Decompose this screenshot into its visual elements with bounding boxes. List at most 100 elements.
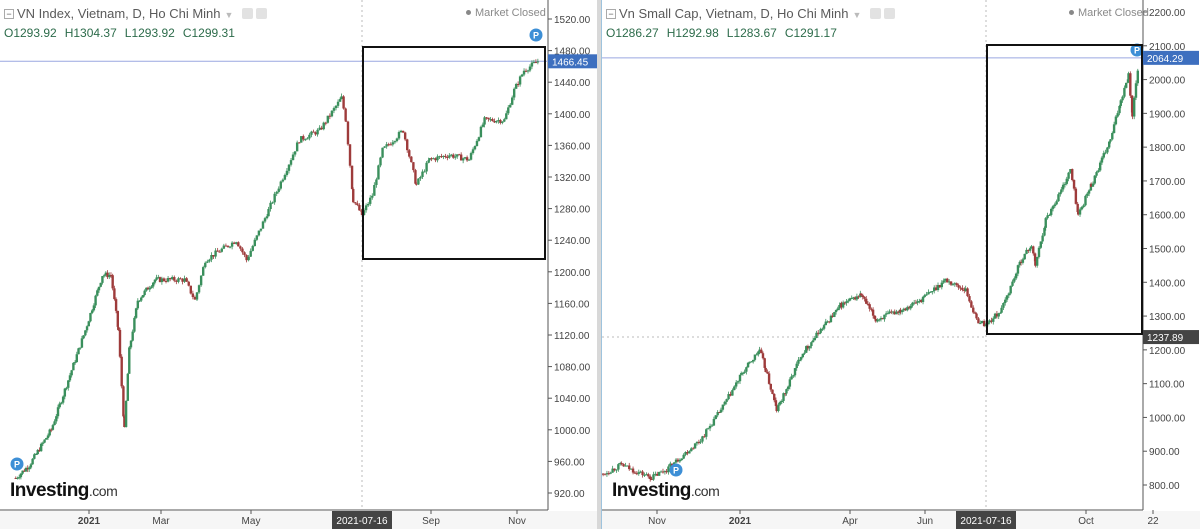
- candle-body: [354, 202, 357, 204]
- price-tick-label: 1200.00: [1149, 346, 1186, 357]
- event-pin-icon: [669, 463, 683, 477]
- candle-body: [512, 88, 516, 98]
- candle-body: [1107, 141, 1111, 148]
- candle-body: [988, 320, 991, 323]
- candle-body: [1087, 190, 1091, 194]
- candle-body: [245, 255, 248, 261]
- candle-body: [201, 267, 205, 276]
- candle-body: [408, 150, 411, 157]
- candle-body: [126, 373, 130, 401]
- candle-body: [179, 278, 182, 280]
- candle-body: [1007, 293, 1011, 296]
- candle-body: [326, 115, 330, 123]
- candle-body: [17, 477, 21, 479]
- eye-icon[interactable]: [242, 8, 254, 19]
- candle-body: [1009, 285, 1012, 294]
- candle-body: [896, 311, 900, 313]
- candle-body: [639, 471, 642, 473]
- candle-body: [942, 280, 945, 283]
- candle-body: [191, 293, 195, 298]
- candle-body: [643, 474, 646, 476]
- ohlc-readout: O1293.92 H1304.37 L1293.92 C1299.31: [4, 26, 243, 40]
- candle-body: [495, 120, 498, 123]
- candle-body: [745, 367, 748, 372]
- candle-body: [949, 281, 953, 285]
- candle-body: [934, 287, 938, 291]
- candle-body: [785, 389, 788, 394]
- candle-body: [514, 83, 518, 89]
- candle-body: [893, 311, 896, 315]
- candle-body: [222, 245, 226, 249]
- candle-body: [840, 303, 843, 308]
- candle-body: [1071, 169, 1074, 181]
- vn-index-chart-panel[interactable]: 1520.00 1480.00 1440.00 1400.00 1360.00 1320.…: [0, 0, 597, 529]
- candle-body: [289, 160, 293, 165]
- candle-body: [415, 183, 418, 185]
- candle-body: [138, 300, 141, 302]
- candle-body: [708, 425, 712, 429]
- vn-small-cap-chart-panel[interactable]: 2200.00 2100.00 2000.00 1900.00 1800.00 1700.…: [601, 0, 1200, 529]
- candle-body: [813, 337, 816, 341]
- chevron-down-icon[interactable]: ▼: [852, 10, 862, 20]
- collapse-icon[interactable]: −: [4, 9, 14, 19]
- candle-body: [951, 284, 955, 286]
- candle-body: [16, 477, 19, 479]
- event-pin-label: P: [673, 466, 679, 476]
- gear-icon[interactable]: [256, 8, 268, 19]
- candle-body: [977, 318, 980, 324]
- candle-body: [701, 436, 704, 442]
- chevron-down-icon[interactable]: ▼: [224, 10, 234, 20]
- candle-body: [68, 375, 72, 381]
- candle-body: [428, 158, 431, 161]
- candle-body: [1078, 209, 1082, 215]
- candle-body: [109, 274, 113, 276]
- candle-body: [1025, 249, 1028, 254]
- candle-body: [933, 287, 936, 292]
- candle-body: [358, 204, 361, 211]
- candle-body: [1034, 261, 1037, 266]
- candle-body: [158, 277, 162, 283]
- candle-body: [648, 476, 652, 480]
- candle-body: [775, 405, 778, 412]
- candle-body: [328, 115, 332, 117]
- candle-body: [946, 278, 949, 283]
- candle-body: [995, 313, 999, 317]
- candle-body: [629, 468, 633, 470]
- candle-body: [1069, 169, 1072, 173]
- candle-body: [848, 298, 852, 301]
- candle-body: [938, 285, 942, 288]
- event-pin-label: P: [1134, 46, 1140, 56]
- vn-index-chart[interactable]: 1520.00 1480.00 1440.00 1400.00 1360.00 1320.…: [0, 0, 597, 529]
- candle-body: [944, 278, 947, 281]
- candle-body: [1111, 132, 1114, 140]
- vn-small-cap-chart[interactable]: 2200.00 2100.00 2000.00 1900.00 1800.00 1700.…: [602, 0, 1200, 529]
- collapse-icon[interactable]: −: [606, 9, 616, 19]
- price-tick-label: 2200.00: [1149, 8, 1186, 19]
- chart-title: Vn Small Cap, Vietnam, D, Ho Chi Minh: [619, 6, 849, 21]
- eye-icon[interactable]: [870, 8, 882, 19]
- candle-body: [1072, 180, 1076, 189]
- candle-body: [332, 108, 336, 111]
- candle-body: [171, 277, 174, 280]
- candle-body: [287, 164, 291, 171]
- candle-body: [886, 313, 890, 315]
- candle-body: [834, 310, 838, 313]
- candle-body: [1067, 172, 1070, 179]
- candle-body: [852, 297, 855, 299]
- candle-body: [373, 184, 376, 196]
- candle-body: [77, 348, 80, 355]
- price-tick-label: 920.00: [554, 489, 585, 500]
- candle-body: [859, 293, 863, 296]
- candle-body: [493, 120, 496, 123]
- candle-body: [863, 297, 866, 299]
- candle-body: [881, 318, 884, 320]
- price-tick-label: 1000.00: [554, 426, 591, 437]
- candle-body: [1114, 116, 1118, 125]
- candle-body: [888, 311, 891, 314]
- candle-body: [966, 288, 969, 297]
- candle-body: [736, 381, 740, 383]
- gear-icon[interactable]: [884, 8, 896, 19]
- candle-body: [1065, 178, 1068, 184]
- candle-body: [624, 465, 627, 467]
- candle-body: [122, 386, 125, 417]
